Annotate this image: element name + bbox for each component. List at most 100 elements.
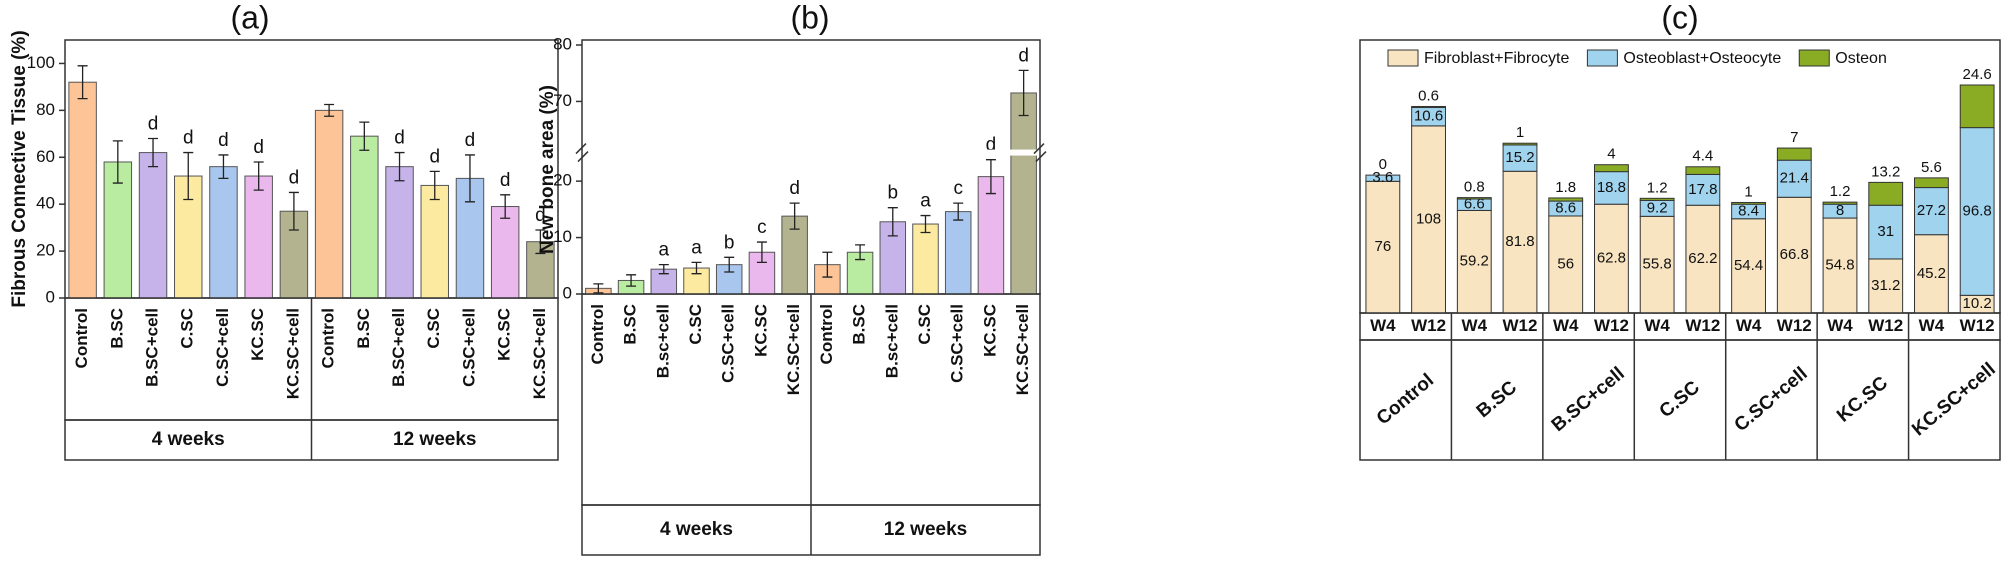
value-label: 59.2	[1460, 253, 1489, 270]
error-bar	[822, 251, 833, 278]
bar	[209, 166, 238, 299]
bar-segment	[1868, 258, 1904, 314]
x-tick-label: C.SC	[178, 308, 197, 349]
value-label: 76	[1375, 238, 1392, 255]
bar-segment	[1685, 166, 1721, 175]
bar-segment	[1411, 105, 1446, 109]
x-tick-label: KC.SC+cell	[283, 308, 302, 399]
group-label: B.SC	[1473, 377, 1521, 422]
significance-letter: d	[218, 130, 229, 151]
group-label: C.SC	[1656, 377, 1704, 422]
x-tick-label: C.SC	[424, 308, 443, 349]
y-tick-label: 60	[36, 147, 55, 166]
legend-label: Osteon	[1835, 50, 1887, 67]
error-bar	[148, 137, 159, 168]
legend-swatch	[1798, 49, 1830, 67]
y-axis-label: Fibrous Connective Tissue (%)	[9, 30, 30, 307]
error-bar	[626, 274, 637, 287]
group-label: Control	[1373, 370, 1438, 430]
value-label: 56	[1557, 255, 1574, 272]
legend-swatch	[1387, 49, 1419, 67]
value-label: 13.2	[1871, 163, 1900, 180]
x-tick-label: W4	[1644, 316, 1670, 335]
x-tick-label: W4	[1827, 316, 1853, 335]
value-label: 55.8	[1643, 256, 1672, 273]
value-label: 17.8	[1688, 181, 1717, 198]
value-label: 31.2	[1871, 277, 1900, 294]
value-label: 15.2	[1505, 149, 1534, 166]
x-tick-label: B.SC	[850, 304, 869, 345]
x-tick-label: W4	[1370, 316, 1396, 335]
bar	[244, 175, 273, 299]
bar-segment	[1365, 174, 1401, 182]
value-label: 31	[1877, 223, 1894, 240]
significance-letter: d	[148, 114, 159, 135]
y-tick-label: 70	[553, 91, 572, 110]
y-tick-label: 10	[553, 227, 572, 246]
group-label: KC.SC	[1833, 372, 1892, 426]
significance-letter: d	[253, 137, 264, 158]
bar-segment	[1502, 142, 1538, 146]
x-tick-label: C.SC+cell	[459, 308, 478, 387]
bar-segment	[1914, 187, 1949, 236]
bar-segment	[1914, 177, 1949, 189]
x-tick-label: B.SC	[621, 304, 640, 345]
y-tick-label: 0	[563, 283, 572, 302]
x-tick-label: W12	[1777, 316, 1812, 335]
value-label: 81.8	[1505, 233, 1534, 250]
x-tick-label: B.sc+cell	[653, 304, 672, 378]
value-label: 45.2	[1917, 265, 1946, 282]
significance-letter: b	[887, 183, 898, 204]
y-axis-label: New bone area (%)	[537, 85, 558, 254]
bar-segment	[1868, 181, 1904, 206]
bar-segment	[1548, 197, 1584, 202]
bar	[420, 184, 449, 299]
bar-segment	[1822, 217, 1858, 314]
value-label: 96.8	[1963, 202, 1992, 219]
value-label: 0.8	[1464, 179, 1485, 196]
bar-segment	[1776, 159, 1812, 198]
group-label: 12 weeks	[393, 429, 476, 450]
bar-segment	[1456, 209, 1492, 314]
value-label: 10.6	[1414, 108, 1443, 125]
x-tick-label: W12	[1594, 316, 1629, 335]
significance-letter: d	[500, 170, 511, 191]
x-tick-label: C.SC+cell	[948, 304, 967, 383]
bar-segment	[1639, 215, 1675, 314]
error-bar	[288, 191, 299, 231]
error-bar	[464, 154, 475, 203]
value-label: 4.4	[1692, 148, 1713, 165]
value-label: 5.6	[1921, 159, 1942, 176]
bar-segment	[1456, 197, 1492, 200]
x-tick-label: B.SC	[354, 308, 373, 349]
value-label: 7	[1790, 129, 1798, 146]
error-bar	[691, 261, 702, 275]
error-bar	[724, 256, 735, 273]
bar-segment	[1685, 173, 1721, 206]
value-label: 4	[1607, 146, 1615, 163]
significance-letter: b	[724, 232, 735, 253]
value-label: 0	[1379, 156, 1387, 173]
value-label: 0.6	[1418, 87, 1439, 104]
x-tick-label: B.SC+cell	[143, 308, 162, 387]
x-tick-label: W12	[1411, 316, 1446, 335]
x-tick-label: Control	[817, 304, 836, 364]
y-tick-label: 40	[36, 194, 55, 213]
value-label: 10.2	[1963, 295, 1992, 312]
bar	[385, 166, 414, 299]
value-label: 3.6	[1372, 169, 1393, 186]
x-tick-label: KC.SC+cell	[530, 308, 549, 399]
value-label: 66.8	[1780, 246, 1809, 263]
x-tick-label: Control	[319, 308, 338, 368]
significance-letter: d	[986, 135, 997, 156]
bar-segment	[1776, 147, 1812, 161]
bar-segment	[1731, 201, 1766, 205]
x-tick-label: C.SC+cell	[213, 308, 232, 387]
bar	[1010, 92, 1037, 295]
legend-swatch	[1586, 49, 1618, 67]
error-bar	[985, 159, 996, 195]
x-tick-label: W4	[1919, 316, 1945, 335]
x-tick-label: KC.SC+cell	[784, 304, 803, 395]
value-label: 54.4	[1734, 257, 1763, 274]
x-tick-label: B.SC	[107, 308, 126, 349]
